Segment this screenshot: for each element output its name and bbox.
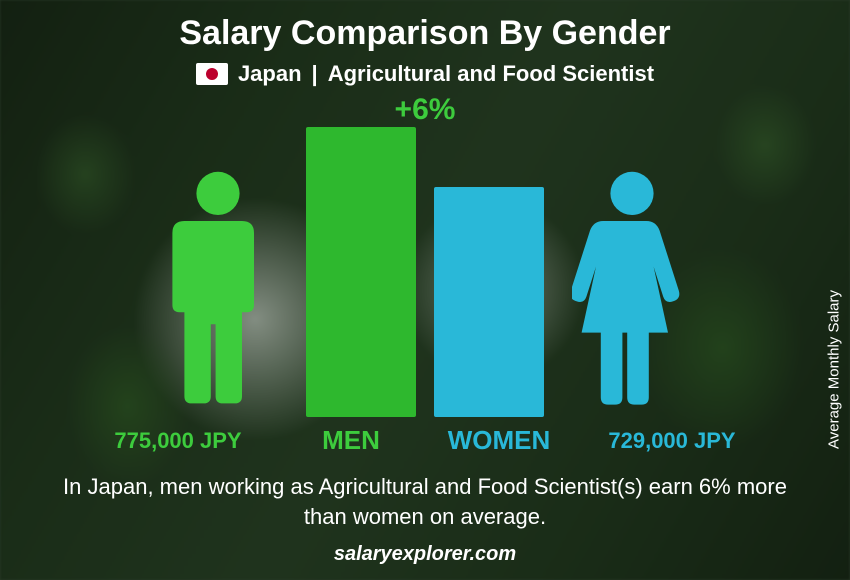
page-title: Salary Comparison By Gender <box>179 14 670 53</box>
salary-labels-row: 775,000 JPY MEN WOMEN 729,000 JPY <box>88 425 762 456</box>
male-figure-column <box>148 157 288 417</box>
men-bar <box>306 127 416 417</box>
women-salary: 729,000 JPY <box>582 428 762 454</box>
occupation-label: Agricultural and Food Scientist <box>328 61 654 87</box>
men-bar-column <box>306 127 416 417</box>
japan-flag-icon <box>196 63 228 85</box>
country-label: Japan <box>238 61 302 87</box>
comparison-chart: +6% <box>148 97 702 417</box>
women-bar-column <box>434 187 544 417</box>
separator: | <box>312 61 318 87</box>
y-axis-label: Average Monthly Salary <box>826 290 843 449</box>
women-bar <box>434 187 544 417</box>
men-salary: 775,000 JPY <box>88 428 268 454</box>
female-figure-column <box>562 157 702 417</box>
subtitle: Japan | Agricultural and Food Scientist <box>196 61 654 87</box>
male-icon <box>158 157 278 417</box>
men-label: MEN <box>286 425 416 456</box>
summary-text: In Japan, men working as Agricultural an… <box>45 472 805 531</box>
percent-difference: +6% <box>395 93 456 127</box>
footer-attribution: salaryexplorer.com <box>0 543 850 566</box>
female-icon <box>572 157 692 417</box>
women-label: WOMEN <box>434 425 564 456</box>
